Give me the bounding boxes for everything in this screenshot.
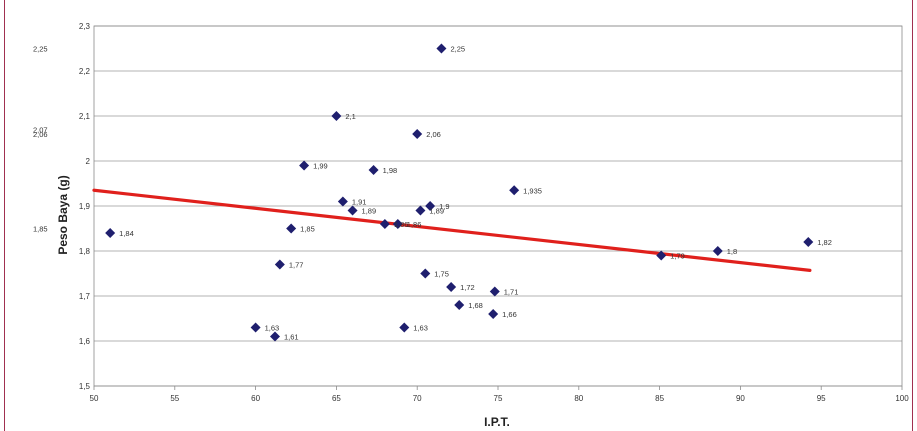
data-point [446,282,457,292]
y-tick-label: 2,1 [79,112,91,121]
data-label: 2,1 [345,112,355,121]
y-tick-label: 2,2 [79,67,91,76]
data-label: 1,91 [352,198,367,207]
side-label: 2,06 [33,130,48,139]
scatter-chart: 1,5 1,6 1,7 1,8 1,9 2 2,1 2,2 2,3 50 55 60 65 70 75 80… [33,22,910,429]
data-point [269,331,280,342]
data-point [299,160,310,171]
trendline-group [92,188,812,272]
data-label: 1,63 [413,324,428,333]
x-tick-label: 95 [817,394,826,403]
data-label: 1,66 [502,310,517,319]
data-point [412,129,423,139]
chart-frame: 1,5 1,6 1,7 1,8 1,9 2 2,1 2,2 2,3 50 55 60 65 70 75 80… [4,0,913,431]
x-tick-label: 70 [413,394,422,403]
axes [93,25,903,390]
data-label: 1,8 [727,247,737,256]
data-point [331,111,342,121]
side-labels: 2,25 2,072,06 1,85 [33,45,48,234]
data-point [454,300,465,310]
data-point [379,219,390,229]
x-tick-label: 50 [90,394,99,403]
y-tick-label: 1,5 [79,382,91,391]
data-label: 1,63 [265,324,280,333]
y-axis-title: Peso Baya (g) [56,175,70,254]
data-label: 1,9 [439,202,449,211]
data-point [436,43,447,54]
data-point [415,205,426,216]
data-label: 1,86 [407,220,422,229]
x-tick-label: 90 [736,394,745,403]
data-label: 1,935 [523,186,542,195]
data-label: 1,72 [460,283,475,292]
data-label: 1,89 [362,207,377,216]
data-point [509,185,520,196]
data-point [420,268,431,279]
side-label: 2,25 [33,45,48,54]
side-label: 2,07 [33,126,48,135]
data-label: 1,77 [289,261,304,270]
data-point [488,309,499,319]
x-axis-title: I.P.T. [484,415,510,429]
data-label: 1,71 [504,288,519,297]
data-point [803,237,814,247]
data-point [105,228,116,238]
y-tick-label: 2,3 [79,22,91,31]
data-point [489,286,500,297]
x-tick-label: 85 [655,394,664,403]
data-label: 1,84 [119,229,134,238]
data-label: 1,86 [394,220,409,229]
y-tick-label: 1,6 [79,337,91,346]
x-axis-ticks: 50 55 60 65 70 75 80 85 90 95 100 [90,394,910,403]
data-point [286,223,297,234]
data-point [368,165,379,175]
data-point [656,250,667,261]
x-tick-label: 80 [574,394,583,403]
data-point [347,205,358,216]
data-point [712,246,723,256]
side-label: 1,85 [33,225,48,234]
data-point [392,219,403,229]
data-label: 2,25 [450,45,465,54]
data-point [399,322,410,333]
x-tick-label: 60 [251,394,260,403]
y-axis-ticks: 1,5 1,6 1,7 1,8 1,9 2 2,1 2,2 2,3 [79,22,91,391]
trendline [92,188,812,272]
data-label: 1,98 [383,166,398,175]
data-points [105,43,814,342]
y-tick-label: 1,9 [79,202,91,211]
data-label: 1,85 [300,225,315,234]
data-label: 1,75 [434,270,449,279]
x-tick-label: 100 [895,394,909,403]
data-point [250,322,261,333]
data-label: 1,89 [429,207,444,216]
data-point [337,196,348,207]
y-tick-label: 1,8 [79,247,91,256]
gridlines [94,25,902,387]
y-tick-label: 1,7 [79,292,91,301]
data-label: 1,79 [670,252,685,261]
data-label: 2,06 [426,130,441,139]
data-label: 1,99 [313,162,328,171]
data-labels: 1,841,631,611,771,851,992,11,911,891,981… [119,45,832,342]
data-label: 1,61 [284,333,299,342]
data-label: 1,68 [468,301,483,310]
data-point [274,259,285,270]
x-tick-label: 55 [170,394,179,403]
x-tick-label: 75 [494,394,503,403]
data-point [425,201,436,211]
data-label: 1,82 [817,238,832,247]
x-tick-label: 65 [332,394,341,403]
y-tick-label: 2 [86,157,91,166]
